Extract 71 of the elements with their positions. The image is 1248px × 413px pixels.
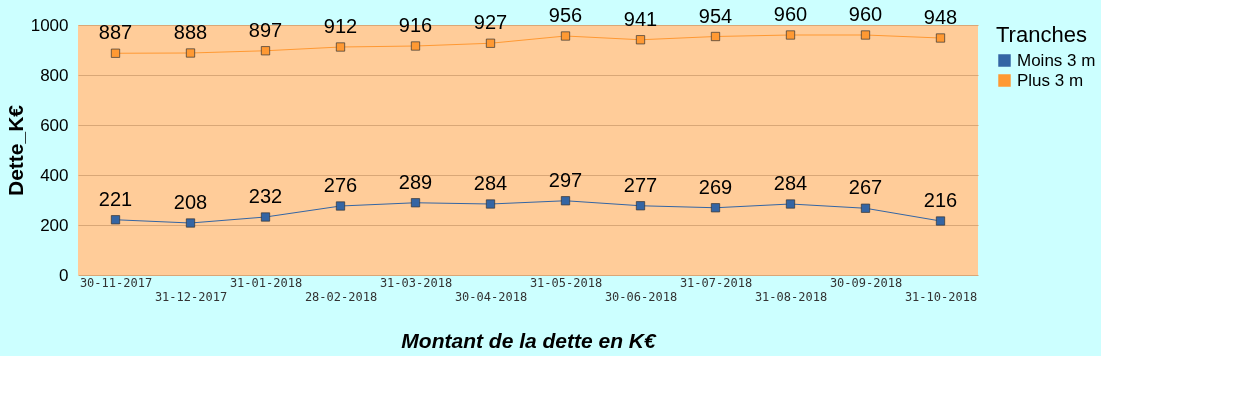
y-tick-label: 200 bbox=[40, 215, 69, 235]
point bbox=[335, 201, 346, 211]
point bbox=[785, 199, 796, 209]
x-tick-label: 31-03-2018 bbox=[379, 275, 453, 290]
point bbox=[260, 212, 271, 222]
data-label: 289 bbox=[398, 170, 433, 193]
data-label: 221 bbox=[98, 187, 133, 210]
point bbox=[560, 196, 571, 206]
point bbox=[410, 198, 421, 208]
point bbox=[710, 203, 721, 213]
data-label: 208 bbox=[173, 191, 208, 213]
point bbox=[110, 48, 121, 58]
point bbox=[485, 199, 496, 209]
data-label: 277 bbox=[623, 173, 658, 196]
point bbox=[935, 216, 946, 226]
legend-label: Plus 3 m bbox=[1017, 70, 1084, 90]
x-tick-label: 30-09-2018 bbox=[829, 275, 903, 290]
data-label: 948 bbox=[923, 6, 958, 28]
point bbox=[185, 218, 196, 228]
y-axis-title: Dette_K€ bbox=[3, 104, 27, 197]
point bbox=[185, 48, 196, 58]
data-label: 284 bbox=[473, 172, 508, 194]
point bbox=[860, 30, 871, 40]
point bbox=[785, 30, 796, 40]
data-label: 897 bbox=[248, 18, 283, 41]
y-tick-label: 1000 bbox=[30, 15, 69, 35]
point bbox=[110, 215, 121, 225]
data-label: 954 bbox=[698, 4, 733, 27]
x-tick-label: 31-10-2018 bbox=[904, 289, 978, 304]
point bbox=[260, 46, 271, 56]
data-label: 912 bbox=[323, 15, 358, 37]
x-tick-label: 30-04-2018 bbox=[454, 289, 528, 304]
point bbox=[635, 201, 646, 211]
data-label: 887 bbox=[98, 21, 133, 44]
legend-label: Moins 3 m bbox=[1017, 50, 1096, 70]
point bbox=[860, 203, 871, 213]
data-label: 888 bbox=[173, 21, 208, 43]
y-tick-label: 800 bbox=[40, 65, 69, 85]
x-tick-label: 31-07-2018 bbox=[679, 275, 753, 290]
y-tick-label: 0 bbox=[59, 265, 69, 285]
point bbox=[410, 41, 421, 51]
point bbox=[335, 42, 346, 52]
x-tick-label: 31-05-2018 bbox=[529, 275, 603, 290]
data-label: 269 bbox=[698, 175, 733, 198]
x-tick-label: 28-02-2018 bbox=[304, 289, 378, 304]
data-label: 956 bbox=[548, 4, 583, 26]
data-label: 941 bbox=[623, 7, 658, 30]
data-label: 960 bbox=[773, 3, 808, 25]
point bbox=[935, 33, 946, 43]
x-axis-title: Montant de la dette en K€ bbox=[401, 328, 657, 352]
point bbox=[485, 38, 496, 48]
y-tick-label: 600 bbox=[40, 115, 69, 135]
x-tick-label: 31-08-2018 bbox=[754, 289, 828, 304]
data-label: 960 bbox=[848, 3, 883, 25]
point bbox=[710, 31, 721, 42]
x-tick-label: 31-12-2017 bbox=[154, 289, 228, 304]
point bbox=[560, 31, 571, 41]
data-label: 284 bbox=[773, 172, 808, 194]
data-label: 267 bbox=[848, 176, 883, 199]
x-tick-label: 30-06-2018 bbox=[604, 289, 678, 304]
x-tick-label: 30-11-2017 bbox=[79, 275, 153, 290]
data-label: 916 bbox=[398, 14, 433, 36]
x-tick-label: 31-01-2018 bbox=[229, 275, 303, 290]
legend-title: Tranches bbox=[996, 22, 1087, 47]
data-label: 276 bbox=[323, 174, 358, 196]
data-label: 927 bbox=[473, 11, 508, 34]
point bbox=[635, 35, 646, 45]
data-label: 232 bbox=[248, 185, 283, 207]
data-label: 297 bbox=[548, 168, 583, 191]
y-tick-label: 400 bbox=[40, 165, 69, 185]
data-label: 216 bbox=[923, 189, 958, 211]
